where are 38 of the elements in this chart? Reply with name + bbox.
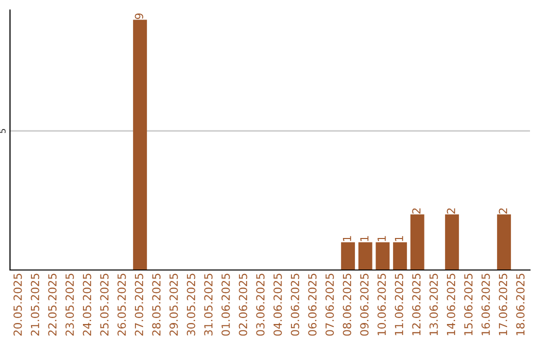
x-tick-label: 02.06.2025 (238, 274, 248, 336)
x-tick-label: 27.05.2025 (134, 274, 144, 336)
x-tick-label: 29.05.2025 (169, 274, 178, 336)
x-tick-label: 20.05.2025 (13, 274, 22, 336)
data-label: 9 (134, 13, 144, 20)
x-tick-label: 13.06.2025 (429, 274, 438, 336)
x-tick-label: 11.06.2025 (394, 274, 404, 336)
x-tick-label: 08.06.2025 (342, 274, 352, 336)
x-tick-label: 01.06.2025 (221, 274, 230, 336)
x-tick-label: 22.05.2025 (48, 274, 57, 336)
x-tick-label: 28.05.2025 (152, 274, 161, 336)
x-tick-label: 21.05.2025 (30, 274, 40, 336)
x-tick-label: 14.06.2025 (446, 274, 456, 336)
x-tick-label: 17.06.2025 (498, 274, 508, 336)
x-tick-label: 23.05.2025 (65, 274, 74, 336)
x-tick-label: 09.06.2025 (360, 274, 369, 336)
x-tick-label: 16.06.2025 (481, 274, 490, 336)
data-label: 1 (378, 236, 386, 241)
data-label: 2 (446, 208, 456, 214)
x-tick-label: 31.05.2025 (204, 274, 213, 336)
data-label: 1 (360, 236, 368, 241)
data-label: 2 (498, 208, 508, 214)
x-tick-label: 25.05.2025 (100, 274, 109, 336)
x-tick-label: 15.06.2025 (464, 274, 473, 336)
x-tick-label: 18.06.2025 (516, 274, 525, 336)
x-tick-label: 24.05.2025 (82, 274, 92, 336)
x-tick-label: 04.06.2025 (273, 274, 282, 336)
x-tick-label: 05.06.2025 (290, 274, 300, 336)
x-tick-label: 30.05.2025 (186, 274, 196, 336)
x-tick-label: 03.06.2025 (256, 274, 265, 336)
x-tick-label: 26.05.2025 (117, 274, 126, 336)
x-tick-label: 07.06.2025 (325, 274, 334, 336)
data-label: 1 (394, 236, 404, 241)
x-tick-label: 06.06.2025 (308, 274, 317, 336)
data-label: 2 (412, 208, 420, 214)
x-tick-label: 12.06.2025 (412, 274, 421, 336)
data-label: 1 (342, 236, 352, 241)
x-tick-label: 10.06.2025 (377, 274, 386, 336)
